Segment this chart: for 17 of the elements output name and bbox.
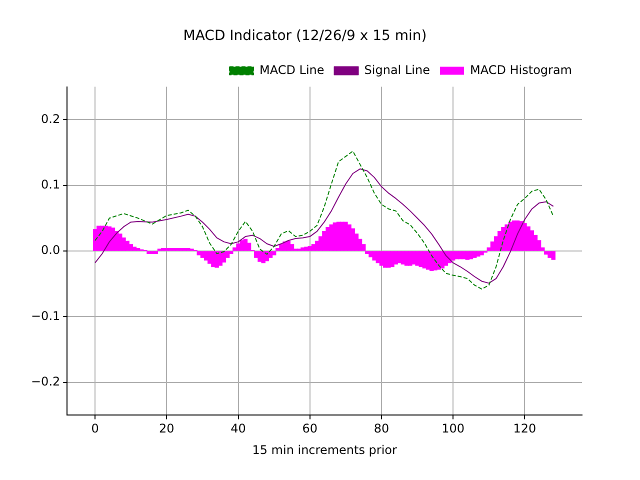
legend-label: Signal Line [364, 62, 430, 77]
chart-title: MACD Indicator (12/26/9 x 15 min) [183, 28, 427, 44]
x-tick-label: 100 [442, 422, 465, 436]
x-tick-label: 80 [374, 422, 390, 436]
legend-label: MACD Line [259, 62, 324, 77]
x-tick-label: 120 [513, 422, 536, 436]
legend-label: MACD Histogram [470, 62, 572, 77]
x-tick-label: 0 [91, 422, 99, 436]
y-tick-label: −0.2 [31, 374, 60, 388]
x-tick-label: 20 [159, 422, 174, 436]
y-tick-label: 0.1 [41, 177, 60, 192]
x-axis-title: 15 min increments prior [252, 442, 397, 457]
x-tick-label: 60 [302, 422, 318, 436]
x-tick-label: 40 [230, 422, 246, 436]
y-tick-label: −0.1 [31, 308, 60, 323]
y-tick-label: 0.0 [41, 243, 60, 258]
y-tick-label: 0.2 [41, 112, 60, 126]
